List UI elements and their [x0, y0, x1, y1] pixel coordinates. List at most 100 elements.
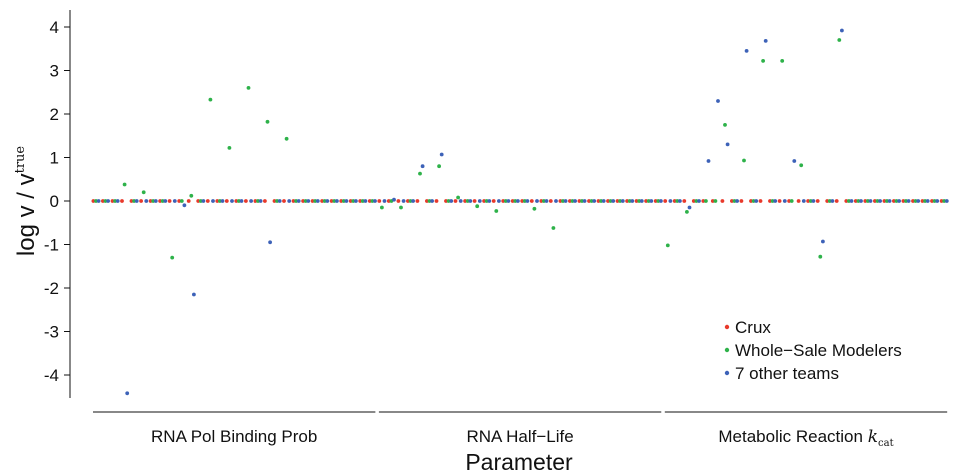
data-point — [735, 199, 739, 203]
data-point — [821, 239, 825, 244]
data-point — [306, 199, 311, 203]
data-point — [265, 119, 270, 124]
data-point — [401, 199, 406, 203]
data-point — [294, 199, 298, 203]
data-point — [418, 171, 422, 176]
data-point — [382, 199, 387, 203]
y-axis-title-sup: true — [13, 146, 28, 174]
data-point — [239, 199, 244, 203]
data-point — [411, 199, 415, 203]
data-point — [901, 199, 906, 203]
data-point — [453, 199, 458, 203]
data-point — [668, 199, 673, 203]
data-point — [354, 199, 358, 203]
data-point — [477, 199, 482, 203]
data-point — [220, 199, 225, 203]
data-point — [720, 199, 725, 203]
legend-label: Crux — [735, 318, 771, 337]
data-point — [875, 199, 880, 203]
data-point — [380, 205, 384, 210]
data-point — [932, 199, 937, 203]
data-point — [335, 199, 339, 203]
data-point — [224, 199, 229, 203]
data-point — [151, 199, 156, 203]
data-point — [815, 199, 820, 203]
y-tick-label: -3 — [44, 323, 59, 342]
data-point — [678, 199, 682, 203]
data-point — [494, 209, 499, 213]
legend: Crux Whole−Sale Modelers 7 other teams — [724, 318, 902, 383]
data-point — [532, 206, 537, 211]
data-point — [529, 199, 534, 203]
data-point — [577, 199, 582, 203]
data-point — [158, 199, 163, 203]
data-point — [837, 38, 842, 42]
data-point — [468, 199, 473, 203]
data-point — [539, 199, 544, 203]
data-point — [96, 199, 101, 203]
y-tick-label: 2 — [50, 105, 59, 124]
y-axis-title-main: log v / v — [13, 173, 40, 256]
data-point — [853, 199, 858, 203]
data-point — [484, 199, 489, 203]
data-point — [373, 199, 377, 203]
data-point — [606, 199, 610, 203]
data-point — [649, 199, 654, 203]
y-tick-label: 3 — [50, 62, 59, 81]
data-point — [920, 199, 925, 203]
data-points — [91, 28, 949, 396]
data-point — [237, 199, 241, 203]
data-point — [685, 210, 689, 214]
data-point — [153, 199, 158, 203]
data-point — [230, 199, 234, 203]
data-point — [763, 39, 768, 43]
data-point — [930, 199, 934, 203]
data-point — [258, 199, 263, 203]
data-point — [253, 199, 258, 203]
data-point — [446, 199, 451, 203]
data-point — [520, 199, 525, 203]
data-point — [844, 199, 849, 203]
data-point — [713, 199, 718, 203]
group-label: RNA Half−Life — [466, 427, 573, 446]
data-point — [787, 199, 791, 203]
data-point — [868, 199, 873, 203]
data-point — [625, 199, 629, 203]
data-point — [863, 199, 868, 203]
data-point — [198, 199, 203, 203]
data-point — [801, 199, 806, 203]
data-point — [723, 123, 727, 127]
data-point — [482, 199, 486, 203]
data-point — [656, 199, 661, 203]
data-point — [818, 254, 823, 259]
data-point — [744, 49, 749, 53]
data-point — [399, 205, 403, 210]
data-point — [580, 199, 584, 203]
data-point — [491, 199, 496, 203]
data-point — [437, 164, 441, 169]
data-point — [344, 199, 349, 203]
data-point — [525, 199, 530, 203]
data-point — [370, 199, 375, 203]
data-point — [653, 199, 658, 203]
data-point — [749, 199, 753, 203]
data-point — [339, 199, 344, 203]
data-point — [348, 199, 353, 203]
data-point — [506, 199, 511, 203]
data-point — [456, 195, 460, 200]
data-point — [646, 199, 651, 203]
data-point — [701, 199, 706, 203]
data-point — [806, 199, 810, 203]
data-point — [139, 199, 144, 203]
data-point — [601, 199, 606, 203]
data-point — [396, 199, 401, 203]
data-point — [691, 199, 696, 203]
data-point — [866, 199, 870, 203]
data-point — [122, 182, 127, 187]
data-point — [182, 203, 187, 208]
data-point — [425, 199, 429, 203]
data-point — [125, 391, 130, 396]
data-point — [172, 199, 177, 203]
data-point — [134, 199, 139, 203]
